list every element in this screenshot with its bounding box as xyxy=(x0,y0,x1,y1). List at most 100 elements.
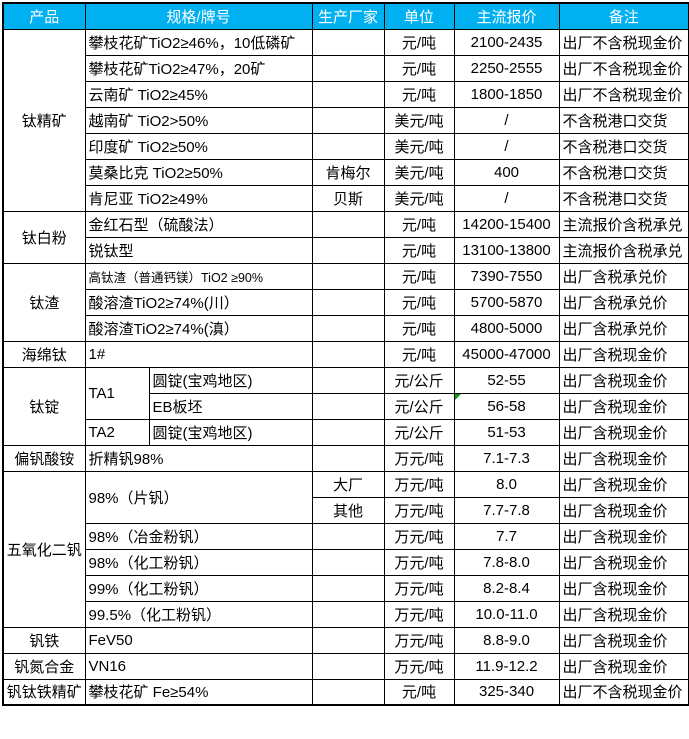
price-cell: 11.9-12.2 xyxy=(453,652,560,680)
table-row: 钒铁 FeV50 万元/吨 8.8-9.0 出厂含税现金价 xyxy=(2,626,689,654)
price-table: 产品 规格/牌号 生产厂家 单位 主流报价 备注 钛精矿 攀枝花矿TiO2≥46… xyxy=(2,2,689,706)
spec-cell: 酸溶渣TiO2≥74%(川） xyxy=(84,288,313,316)
price-cell: 4800-5000 xyxy=(453,314,560,342)
manufacturer-cell xyxy=(311,600,385,628)
table-row: 钛锭 TA1 圆锭(宝鸡地区) 元/公斤 52-55 出厂含税现金价 xyxy=(2,366,689,446)
header-unit: 单位 xyxy=(383,2,455,30)
note-cell: 出厂含税现金价 xyxy=(558,574,689,602)
manufacturer-cell xyxy=(311,340,385,368)
price-cell: 56-58 xyxy=(453,392,560,420)
unit-cell: 元/吨 xyxy=(383,210,455,238)
table-row: 印度矿 TiO2≥50% 美元/吨 / 不含税港口交货 xyxy=(3,132,689,160)
note-cell: 出厂含税现金价 xyxy=(558,496,689,524)
manufacturer-cell: 其他 xyxy=(311,496,385,524)
table-row: 五氧化二钒 98%（片钒） 大厂 万元/吨 8.0 出厂含税现金价 xyxy=(2,470,689,628)
manufacturer-cell xyxy=(311,366,385,394)
spec-cell: 酸溶渣TiO2≥74%(滇） xyxy=(84,314,313,342)
note-cell: 出厂含税现金价 xyxy=(558,444,689,472)
table-row: 98%（化工粉钒） 万元/吨 7.8-8.0 出厂含税现金价 xyxy=(3,548,689,576)
spec-cell: 98%（化工粉钒） xyxy=(84,548,313,576)
price-cell: 14200-15400 xyxy=(453,210,560,238)
unit-cell: 万元/吨 xyxy=(383,548,455,576)
product-cell: 偏钒酸铵 xyxy=(2,444,86,472)
note-cell: 出厂含税承兑价 xyxy=(558,314,689,342)
note-cell: 出厂含税现金价 xyxy=(558,340,689,368)
manufacturer-cell xyxy=(311,28,385,56)
unit-cell: 万元/吨 xyxy=(383,496,455,524)
table-row: 海绵钛 1# 元/吨 45000-47000 出厂含税现金价 xyxy=(2,340,689,368)
table-row: 99.5%（化工粉钒） 万元/吨 10.0-11.0 出厂含税现金价 xyxy=(3,600,689,628)
header-note: 备注 xyxy=(558,2,689,30)
price-cell: 7.8-8.0 xyxy=(453,548,560,576)
note-cell: 出厂含税现金价 xyxy=(558,470,689,498)
spec-cell: 98%（片钒） xyxy=(84,470,313,524)
unit-cell: 美元/吨 xyxy=(383,184,455,212)
spec-cell: 攀枝花矿TiO2≥47%，20矿 xyxy=(84,54,313,82)
note-cell: 出厂含税现金价 xyxy=(558,652,689,680)
note-cell: 不含税港口交货 xyxy=(558,132,689,160)
note-cell: 出厂含税承兑价 xyxy=(558,288,689,316)
spec-cell: VN16 xyxy=(84,652,313,680)
product-cell: 钛锭 xyxy=(2,366,86,446)
header-product: 产品 xyxy=(2,2,86,30)
table-row: 云南矿 TiO2≥45% 元/吨 1800-1850 出厂不含税现金价 xyxy=(3,80,689,108)
manufacturer-cell xyxy=(311,652,385,680)
manufacturer-cell xyxy=(311,314,385,342)
price-cell: / xyxy=(453,106,560,134)
price-cell: 7390-7550 xyxy=(453,262,560,290)
price-cell: 8.8-9.0 xyxy=(453,626,560,654)
spec-cell: 锐钛型 xyxy=(84,236,313,264)
unit-cell: 元/公斤 xyxy=(383,392,455,420)
unit-cell: 元/吨 xyxy=(383,288,455,316)
spec-cell: 98%（冶金粉钒） xyxy=(84,522,313,550)
table-row: 酸溶渣TiO2≥74%(滇） 元/吨 4800-5000 出厂含税承兑价 xyxy=(3,314,689,342)
spec-cell: 99.5%（化工粉钒） xyxy=(84,600,313,628)
price-cell: 2250-2555 xyxy=(453,54,560,82)
manufacturer-cell xyxy=(311,522,385,550)
manufacturer-cell xyxy=(311,444,385,472)
table-row: 肯尼亚 TiO2≥49% 贝斯 美元/吨 / 不含税港口交货 xyxy=(3,184,689,212)
grade-cell: TA2 xyxy=(84,418,150,446)
manufacturer-cell xyxy=(311,80,385,108)
note-cell: 出厂含税现金价 xyxy=(558,548,689,576)
price-cell: 7.7-7.8 xyxy=(453,496,560,524)
product-cell: 五氧化二钒 xyxy=(2,470,86,628)
product-cell: 钒钛铁精矿 xyxy=(2,678,86,706)
spec-cell: FeV50 xyxy=(84,626,313,654)
unit-cell: 元/吨 xyxy=(383,678,455,706)
note-cell: 不含税港口交货 xyxy=(558,158,689,186)
unit-cell: 元/公斤 xyxy=(383,418,455,446)
price-cell: 5700-5870 xyxy=(453,288,560,316)
product-cell: 钒铁 xyxy=(2,626,86,654)
unit-cell: 元/吨 xyxy=(383,236,455,264)
table-row: 锐钛型 元/吨 13100-13800 主流报价含税承兑 xyxy=(3,236,689,264)
comment-marker-icon xyxy=(455,394,461,400)
table-row: 其他 万元/吨 7.7-7.8 出厂含税现金价 xyxy=(3,496,689,524)
manufacturer-cell xyxy=(311,548,385,576)
price-cell: 8.2-8.4 xyxy=(453,574,560,602)
note-cell: 出厂不含税现金价 xyxy=(558,54,689,82)
price-cell: 8.0 xyxy=(453,470,560,498)
product-cell: 钒氮合金 xyxy=(2,652,86,680)
form-cell: EB板坯 xyxy=(148,392,313,420)
unit-cell: 元/吨 xyxy=(383,340,455,368)
manufacturer-cell xyxy=(311,262,385,290)
manufacturer-cell xyxy=(311,210,385,238)
unit-cell: 万元/吨 xyxy=(383,652,455,680)
table-row: 偏钒酸铵 折精钒98% 万元/吨 7.1-7.3 出厂含税现金价 xyxy=(2,444,689,472)
note-cell: 出厂含税现金价 xyxy=(558,418,689,446)
manufacturer-cell xyxy=(311,236,385,264)
price-value: 56-58 xyxy=(487,397,526,415)
product-cell: 钛白粉 xyxy=(2,210,86,264)
note-cell: 出厂不含税现金价 xyxy=(558,28,689,56)
table-row: 钛精矿 攀枝花矿TiO2≥46%，10低磷矿 元/吨 2100-2435 出厂不… xyxy=(2,28,689,212)
note-cell: 出厂含税现金价 xyxy=(558,366,689,394)
note-cell: 主流报价含税承兑 xyxy=(558,236,689,264)
unit-cell: 元/吨 xyxy=(383,262,455,290)
price-cell: / xyxy=(453,184,560,212)
spec-cell: 1# xyxy=(84,340,313,368)
spec-cell: 攀枝花矿TiO2≥46%，10低磷矿 xyxy=(84,28,313,56)
unit-cell: 元/吨 xyxy=(383,314,455,342)
note-cell: 出厂含税承兑价 xyxy=(558,262,689,290)
unit-cell: 美元/吨 xyxy=(383,106,455,134)
